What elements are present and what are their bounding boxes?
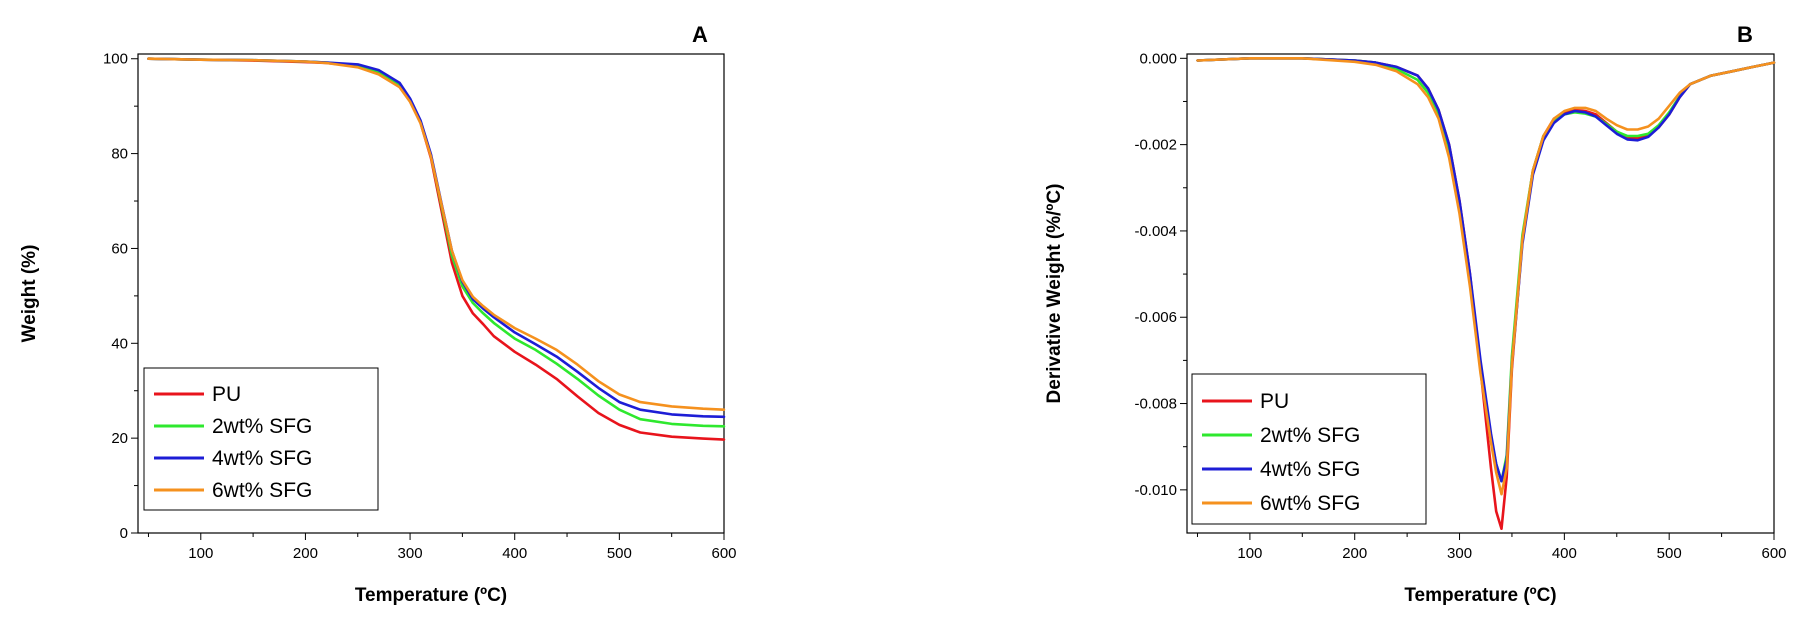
plot-frame [137, 53, 725, 534]
legend-box [143, 367, 379, 511]
x-tick-label: 100 [188, 545, 213, 562]
legend-label: 6wt% SFG [212, 479, 312, 502]
legend: PU 2wt% SFG 4wt% SFG 6wt% SFG [1191, 373, 1427, 525]
legend-label: 2wt% SFG [1260, 424, 1360, 447]
y-tick-label: -0.010 [1134, 482, 1177, 499]
chart-panel-a: 100 200 300 400 500 600 0 20 40 60 80 100 Temperatur… [19, 22, 737, 606]
chart-panel-b: 100 200 300 400 500 600 0.000 -0.002 -0.004 -0.00… [1044, 22, 1787, 606]
x-tick-label: 300 [1447, 545, 1472, 562]
y-tick-label: -0.008 [1134, 396, 1177, 413]
series-line-6wt-sfg [1196, 57, 1776, 496]
x-tick-label: 500 [607, 545, 632, 562]
y-tick-label: -0.006 [1134, 309, 1177, 326]
legend-label: 4wt% SFG [1260, 458, 1360, 481]
y-axis-title: Derivative Weight (%/ºC) [1044, 184, 1065, 404]
y-tick-label: -0.004 [1134, 223, 1177, 240]
x-axis-title: Temperature (ºC) [1404, 585, 1556, 606]
x-tick-label: 200 [293, 545, 318, 562]
y-tick-label: -0.002 [1134, 137, 1177, 154]
legend-label: 4wt% SFG [212, 447, 312, 470]
legend: PU 2wt% SFG 4wt% SFG 6wt% SFG [143, 367, 379, 511]
y-tick-label: 40 [111, 335, 128, 352]
x-tick-label: 300 [398, 545, 423, 562]
legend-label: PU [1260, 390, 1289, 413]
series-lines [147, 57, 726, 441]
x-tick-label: 600 [1761, 545, 1786, 562]
x-tick-label: 600 [711, 545, 736, 562]
series-line-6wt-sfg [147, 57, 726, 411]
x-tick-label: 500 [1657, 545, 1682, 562]
legend-label: 6wt% SFG [1260, 492, 1360, 515]
y-tick-label: 20 [111, 430, 128, 447]
legend-label: PU [212, 383, 241, 406]
series-line-4wt-sfg [147, 57, 726, 419]
y-tick-label: 60 [111, 240, 128, 257]
y-tick-label: 100 [103, 51, 128, 68]
plot-frame [1186, 53, 1775, 534]
legend-label: 2wt% SFG [212, 415, 312, 438]
x-tick-label: 100 [1237, 545, 1262, 562]
y-axis-title: Weight (%) [19, 245, 40, 343]
legend-box [1191, 373, 1427, 525]
x-tick-label: 400 [1552, 545, 1577, 562]
y-tick-label: 0 [120, 525, 128, 542]
panel-label: B [1737, 22, 1753, 47]
series-lines [1196, 57, 1776, 530]
y-tick-label: 80 [111, 146, 128, 163]
x-tick-label: 200 [1342, 545, 1367, 562]
y-tick-label: 0.000 [1139, 50, 1177, 67]
panel-label: A [692, 22, 708, 47]
x-axis-title: Temperature (ºC) [355, 585, 507, 606]
x-tick-label: 400 [502, 545, 527, 562]
